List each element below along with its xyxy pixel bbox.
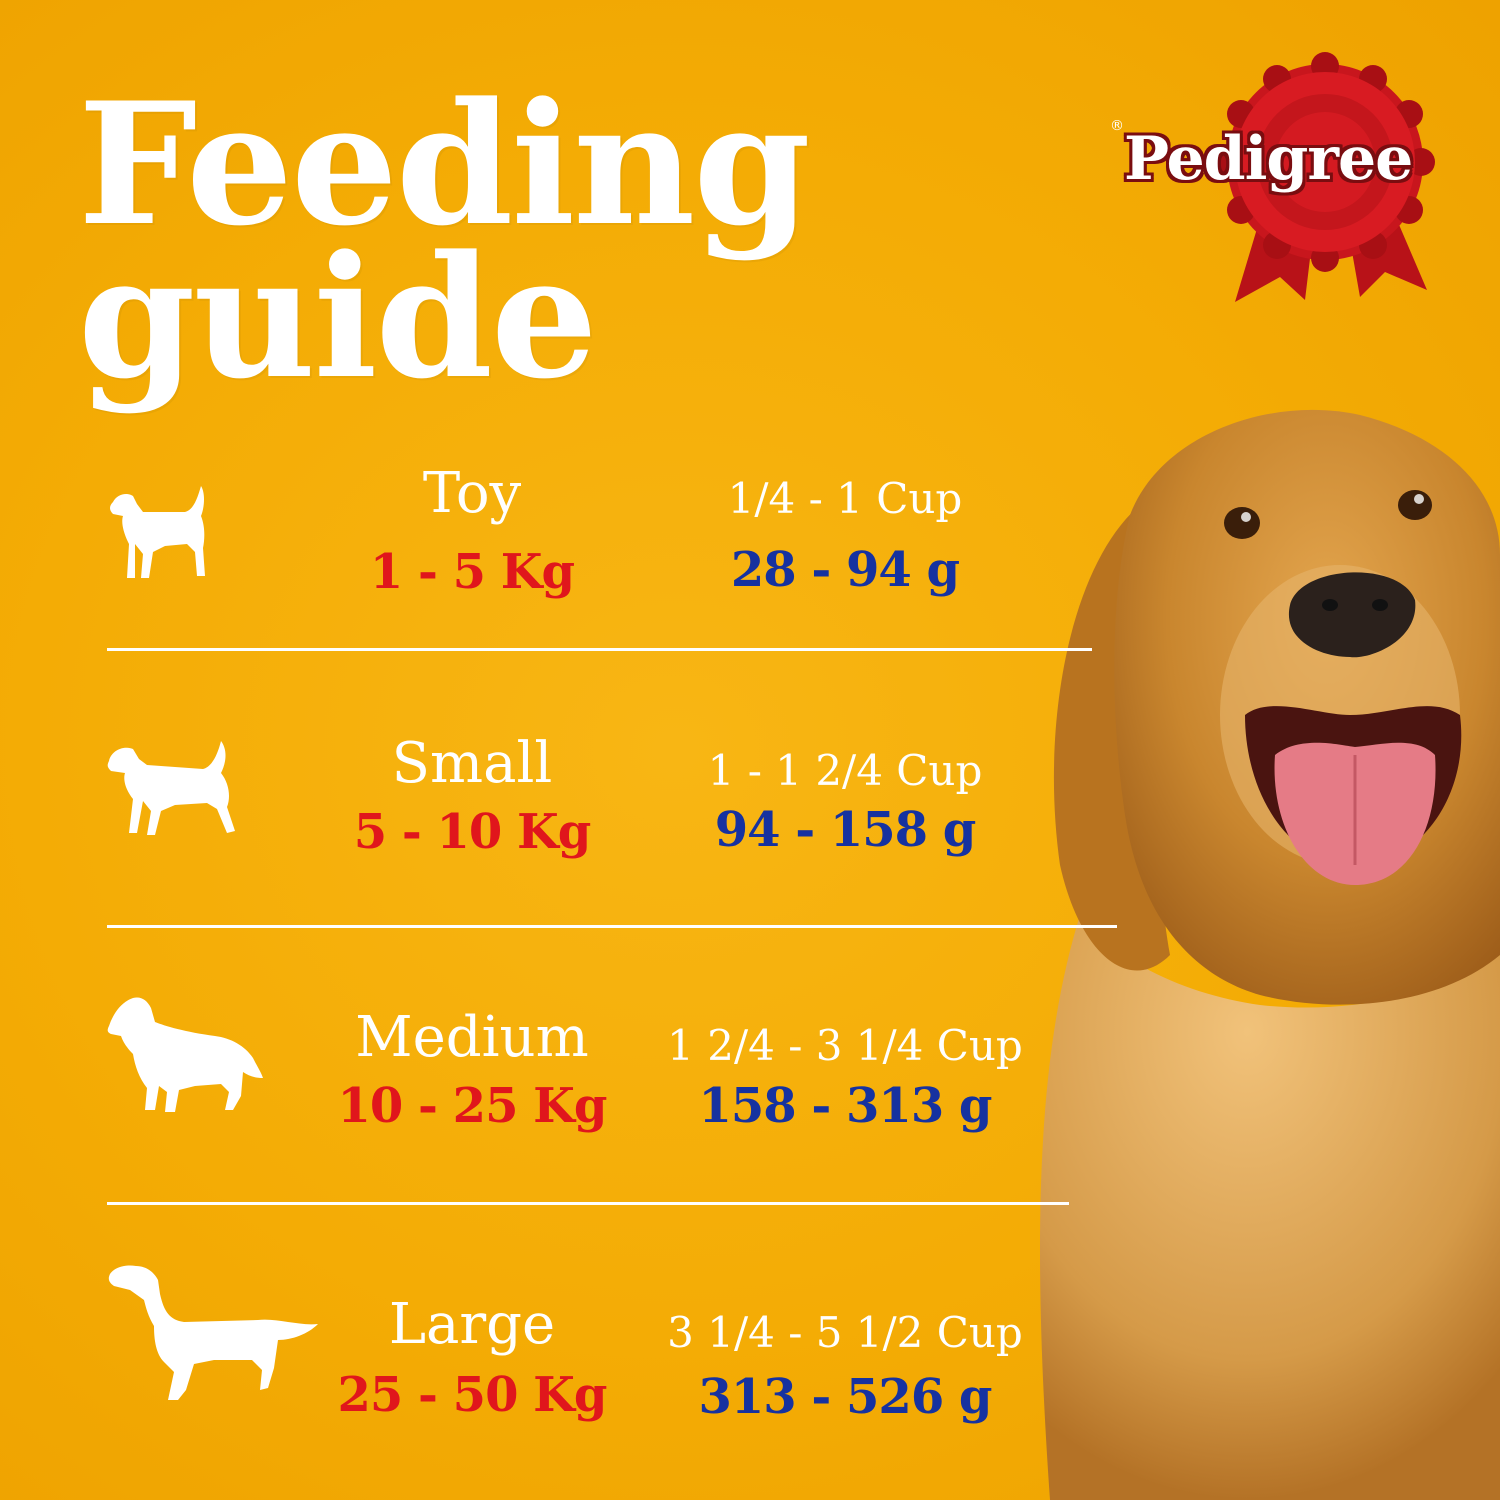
list-item: Medium 10 - 25 Kg 1 2/4 - 3 1/4 Cup 158 … <box>0 990 1100 1190</box>
cup-amount: 3 1/4 - 5 1/2 Cup <box>667 1308 1023 1357</box>
size-label: Medium <box>355 1005 589 1070</box>
title-line-2: guide <box>78 218 598 416</box>
row-divider <box>107 925 1117 928</box>
list-item: Toy 1 - 5 Kg 1/4 - 1 Cup 28 - 94 g <box>0 460 1100 660</box>
rosette-icon <box>1215 52 1435 302</box>
gram-amount: 158 - 313 g <box>698 1078 992 1134</box>
registered-mark: ® <box>1110 118 1124 134</box>
cup-amount: 1/4 - 1 Cup <box>727 474 963 523</box>
row-divider <box>107 1202 1069 1205</box>
weight-range: 1 - 5 Kg <box>369 544 575 600</box>
toy-dog-icon <box>110 486 205 578</box>
pedigree-logo: ® Pedigree <box>1110 52 1450 307</box>
weight-range: 25 - 50 Kg <box>337 1367 608 1423</box>
medium-dog-icon <box>107 997 263 1112</box>
size-label: Toy <box>422 461 522 526</box>
golden-retriever-photo <box>1040 409 1500 1500</box>
gram-amount: 94 - 158 g <box>714 802 977 858</box>
gram-amount: 313 - 526 g <box>698 1369 992 1425</box>
small-dog-icon <box>107 741 235 835</box>
title-line-1: Feeding <box>78 65 811 263</box>
gram-amount: 28 - 94 g <box>730 542 960 598</box>
list-item: Small 5 - 10 Kg 1 - 1 2/4 Cup 94 - 158 g <box>0 730 1100 930</box>
brand-name: Pedigree <box>1124 124 1413 194</box>
list-item: Large 25 - 50 Kg 3 1/4 - 5 1/2 Cup 313 -… <box>0 1255 1100 1455</box>
cup-amount: 1 2/4 - 3 1/4 Cup <box>667 1021 1023 1070</box>
weight-range: 10 - 25 Kg <box>337 1078 608 1134</box>
weight-range: 5 - 10 Kg <box>353 804 592 860</box>
size-label: Large <box>388 1292 556 1357</box>
large-dog-icon <box>108 1265 318 1400</box>
size-label: Small <box>391 731 553 796</box>
row-divider <box>107 648 1092 651</box>
cup-amount: 1 - 1 2/4 Cup <box>707 746 983 795</box>
